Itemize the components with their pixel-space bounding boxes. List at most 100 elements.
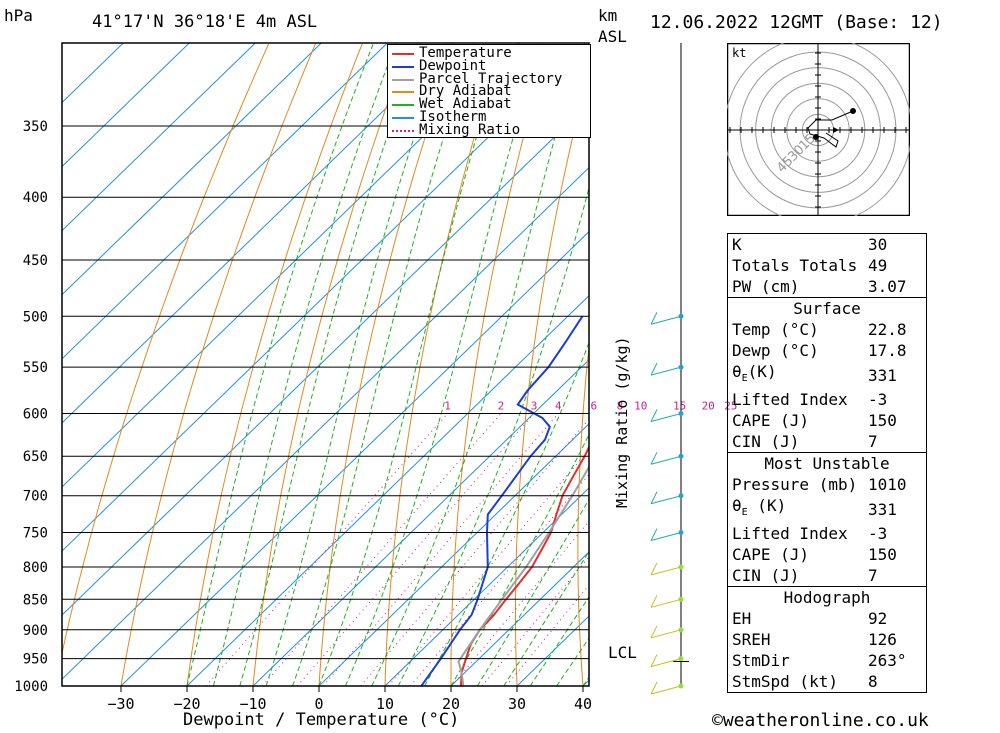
wind-barb-flag — [650, 451, 658, 465]
wet-adiabat-line — [186, 43, 375, 686]
mu-thetae-value: 331 — [868, 499, 897, 519]
wind-barb-staff — [650, 366, 682, 376]
dry-adiabat-line — [638, 44, 689, 712]
x-tick-label: 40 — [574, 695, 592, 713]
pressure-tick-label: 600 — [23, 407, 48, 423]
wind-barb-staff — [650, 658, 682, 668]
stmspd-value: 8 — [868, 672, 878, 692]
sreh-label: SREH — [732, 630, 771, 650]
mu-cin-value: 7 — [868, 566, 878, 586]
mu-thetae-label: θE (K) — [732, 496, 787, 519]
isotherm-line — [450, 551, 589, 686]
legend: Temperature Dewpoint Parcel Trajectory Dry … — [387, 44, 591, 138]
observation-datetime: 12.06.2022 12GMT (Base: 12) — [650, 12, 943, 33]
km-label: km — [598, 6, 618, 25]
surface-li-label: Lifted Index — [732, 390, 848, 410]
copyright-text: ©weatheronline.co.uk — [712, 710, 929, 731]
surface-thetae-label: θE(K) — [732, 362, 777, 385]
wind-barb-staff — [650, 495, 682, 505]
wind-barb-staff — [650, 566, 682, 576]
legend-swatch — [392, 65, 414, 68]
wet-adiabat-line — [265, 43, 447, 686]
totals-label: Totals Totals — [732, 256, 858, 275]
dry-adiabat-line — [515, 68, 589, 686]
dry-adiabat-line — [186, 43, 363, 686]
stmspd-label: StmSpd (kt) — [732, 672, 838, 692]
legend-label: Dry Adiabat — [419, 83, 512, 100]
x-tick-label: 0 — [314, 695, 323, 713]
mixing-ratio-label: 15 — [673, 400, 686, 413]
legend-label: Isotherm — [419, 109, 487, 125]
storm-motion-arrow — [833, 127, 839, 133]
surface-cin-value: 7 — [868, 432, 878, 452]
isotherm-line — [120, 230, 589, 686]
pressure-tick-label: 800 — [23, 560, 48, 576]
hpa-axis-label: hPa — [4, 6, 33, 25]
isotherm-line — [62, 43, 586, 552]
x-tick-label: 20 — [442, 695, 460, 713]
isotherm-line — [62, 43, 256, 232]
legend-label: Wet Adiabat — [419, 96, 512, 113]
surface-thetae-value: 331 — [868, 365, 897, 385]
wind-barb-flag — [650, 562, 658, 576]
hodograph-start-dot — [813, 134, 819, 140]
series-line-parcel-trajectory — [457, 465, 589, 686]
wind-barb-staff — [650, 598, 682, 608]
pressure-tick-label: 950 — [23, 652, 48, 668]
wet-adiabat-line — [318, 43, 507, 686]
x-tick-label: −10 — [239, 695, 266, 713]
dry-adiabat-line — [62, 43, 270, 656]
pressure-tick-label: 350 — [23, 119, 48, 135]
wind-barb-staff — [650, 629, 682, 639]
x-tick-label: −20 — [173, 695, 200, 713]
legend-swatch — [392, 117, 414, 119]
legend-swatch — [392, 78, 414, 81]
mixing-ratio-label: 8 — [617, 400, 624, 413]
wet-adiabat-line — [424, 341, 589, 686]
wet-adiabat-line — [292, 43, 475, 686]
hodograph-title: Hodograph — [727, 586, 927, 609]
surface-cin-label: CIN (J) — [732, 432, 800, 452]
legend-label: Temperature — [419, 45, 512, 61]
mu-li-value: -3 — [868, 524, 888, 544]
stmdir-value: 263° — [868, 651, 907, 671]
wet-adiabat-line — [397, 185, 589, 686]
pressure-tick-label: 850 — [23, 592, 48, 608]
x-axis-label: Dewpoint / Temperature (°C) — [183, 710, 460, 730]
isotherm-line — [384, 487, 589, 686]
isotherm-line — [62, 43, 454, 424]
isotherm-line — [62, 43, 388, 360]
legend-label: Parcel Trajectory — [419, 70, 563, 87]
wind-barb-flag — [650, 312, 658, 325]
mixing-ratio-label: 10 — [634, 400, 647, 413]
dry-adiabat-line — [577, 342, 589, 686]
legend-swatch — [392, 53, 414, 55]
mu-title: Most Unstable — [727, 452, 927, 475]
wind-barb-staff — [650, 455, 682, 465]
mixing-ratio-label: 4 — [555, 400, 562, 413]
dry-adiabat-line — [120, 43, 316, 686]
k-label: K — [732, 235, 742, 254]
pressure-tick-label: 550 — [23, 360, 48, 376]
station-location: 41°17'N 36°18'E 4m ASL — [92, 12, 318, 32]
dry-adiabat-line — [450, 43, 550, 686]
wind-barb-staff — [650, 315, 682, 325]
wind-barb-staff — [650, 413, 682, 422]
pressure-tick-label: 900 — [23, 623, 48, 639]
x-tick-label: 30 — [508, 695, 526, 713]
legend-label: Dewpoint — [419, 57, 487, 74]
surface-temp-value: 22.8 — [868, 320, 907, 339]
wind-barb-flag — [650, 625, 658, 639]
surface-cape-value: 150 — [868, 411, 897, 431]
wind-barb-staff — [650, 685, 682, 695]
dry-adiabat-line — [966, 44, 1000, 712]
isotherm-line — [62, 102, 589, 616]
surface-title: Surface — [727, 297, 927, 319]
wet-adiabat-line — [239, 43, 421, 686]
mixing-ratio-line — [451, 520, 589, 686]
mixing-ratio-axis-label: Mixing Ratio (g/kg) — [613, 336, 631, 508]
mu-pressure-label: Pressure (mb) — [732, 475, 858, 495]
mixing-ratio-line — [262, 413, 502, 686]
hodograph-unit-label: kt — [732, 46, 746, 60]
